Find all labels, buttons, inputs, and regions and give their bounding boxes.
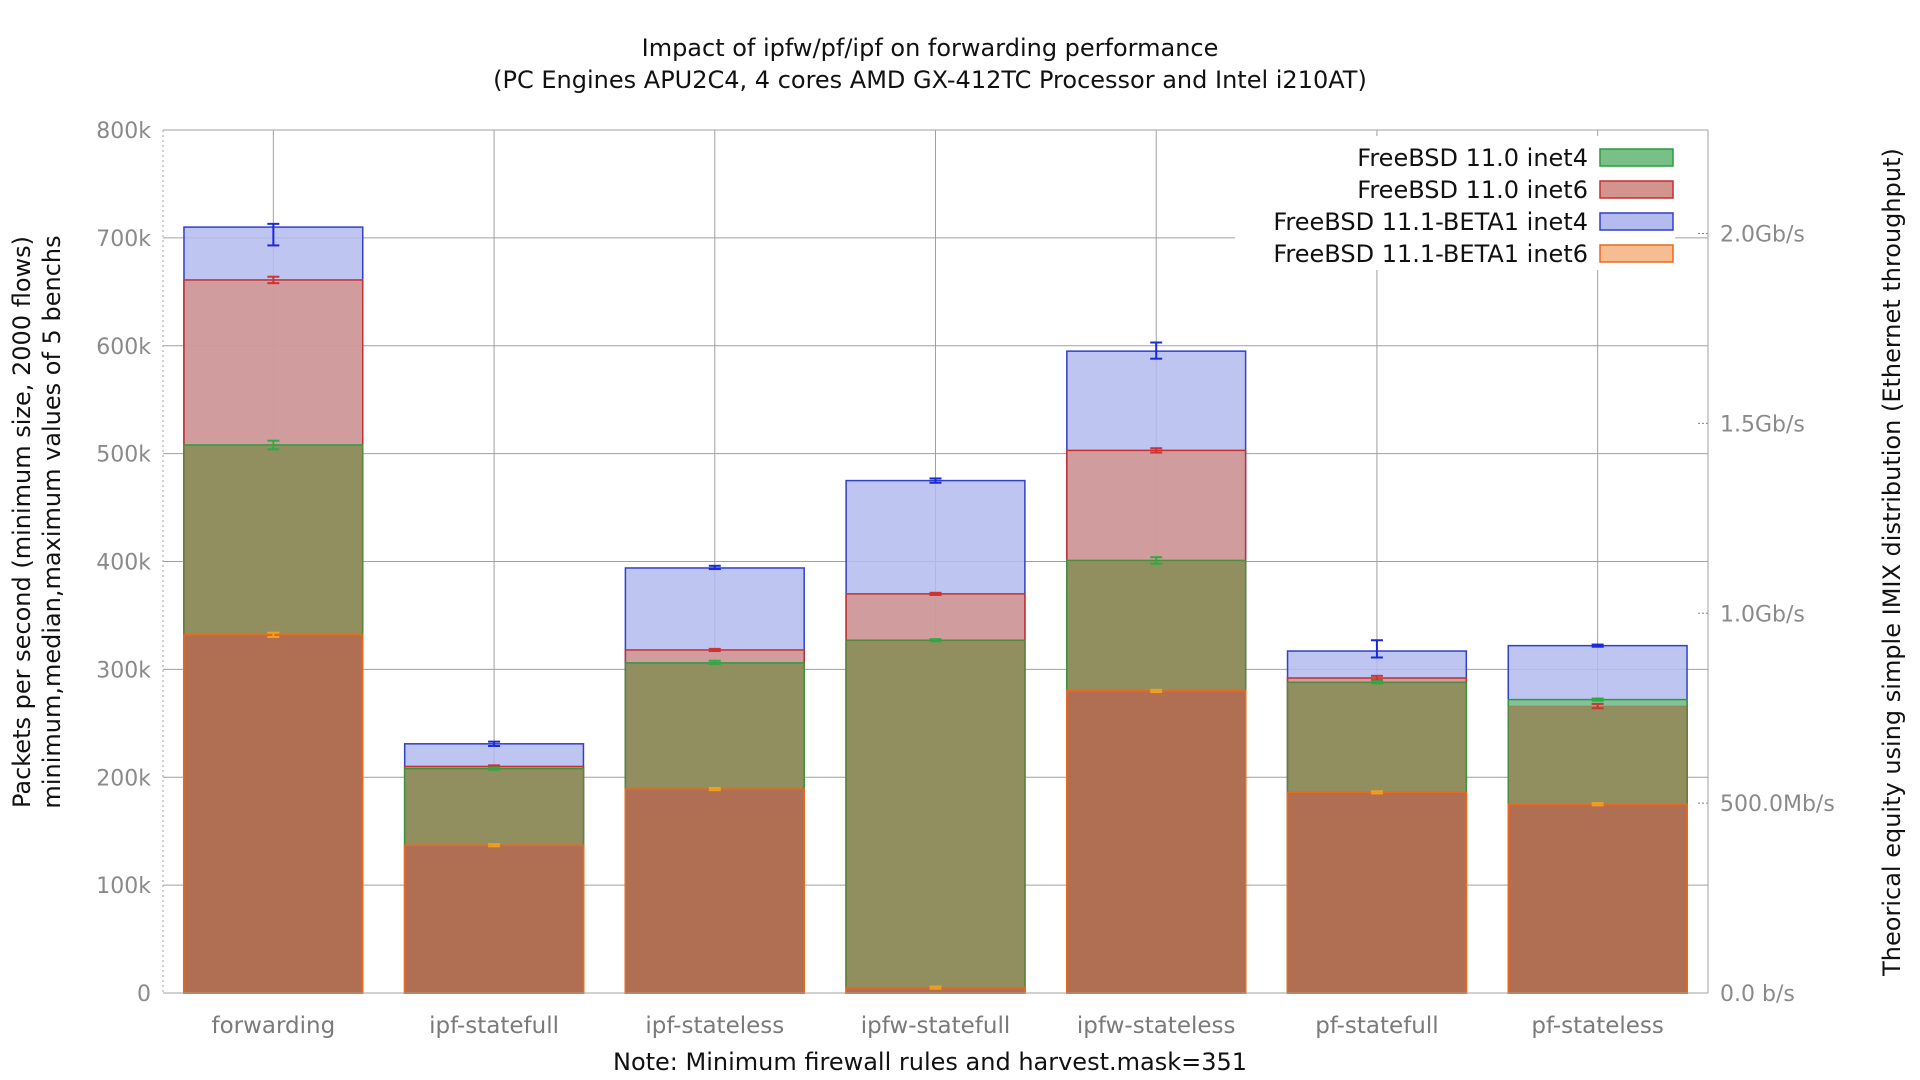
bar bbox=[624, 788, 805, 994]
legend-swatch bbox=[1599, 244, 1674, 263]
y-tick-label: 400k bbox=[96, 551, 151, 576]
legend-swatch bbox=[1599, 212, 1674, 231]
y-tick-label: 300k bbox=[96, 658, 151, 683]
bars-layer bbox=[183, 222, 1688, 994]
chart-subtitle: (PC Engines APU2C4, 4 cores AMD GX-412TC… bbox=[493, 66, 1367, 94]
chart-note: Note: Minimum firewall rules and harvest… bbox=[613, 1048, 1247, 1076]
y2-tick-label: 0.0 b/s bbox=[1720, 982, 1795, 1007]
y-tick-label: 500k bbox=[96, 443, 151, 468]
legend-label: FreeBSD 11.1-BETA1 inet6 bbox=[1273, 240, 1588, 268]
legend-label: FreeBSD 11.1-BETA1 inet4 bbox=[1273, 208, 1588, 236]
bar bbox=[1066, 690, 1247, 994]
axis-layer: 0 100k 200k 300k 400k 500k 600k 700k 800k forward… bbox=[96, 119, 1835, 1039]
y2-tick-label: 500.0Mb/s bbox=[1720, 792, 1835, 817]
y-tick-label: 100k bbox=[96, 874, 151, 899]
y2-tick-label: 2.0Gb/s bbox=[1720, 223, 1805, 248]
bar bbox=[1286, 791, 1468, 994]
y-tick-label: 700k bbox=[96, 227, 151, 252]
legend-swatch bbox=[1599, 180, 1674, 199]
y2-tick-label: 1.0Gb/s bbox=[1720, 602, 1805, 627]
x-tick-label: pf-statefull bbox=[1315, 1013, 1438, 1039]
y2-axis-title: Theorical equity using simple IMIX distr… bbox=[1878, 148, 1906, 977]
legend: FreeBSD 11.0 inet4 FreeBSD 11.0 inet6 Free… bbox=[1235, 136, 1675, 270]
bar bbox=[403, 844, 585, 994]
bar-overlap-tint bbox=[846, 640, 1025, 993]
y-tick-label: 0 bbox=[137, 982, 151, 1007]
legend-label: FreeBSD 11.0 inet6 bbox=[1357, 176, 1588, 204]
bar bbox=[183, 634, 364, 994]
legend-label: FreeBSD 11.0 inet4 bbox=[1357, 144, 1588, 172]
x-tick-label: ipfw-stateless bbox=[1077, 1013, 1236, 1039]
legend-swatch bbox=[1599, 148, 1674, 167]
x-tick-label: ipf-statefull bbox=[429, 1013, 559, 1039]
y-axis-title-line2: minimum,median,maximum values of 5 bench… bbox=[38, 235, 66, 808]
y-tick-label: 200k bbox=[96, 766, 151, 791]
x-tick-label: pf-stateless bbox=[1531, 1013, 1664, 1039]
bar bbox=[1507, 803, 1688, 994]
y-tick-label: 600k bbox=[96, 335, 151, 360]
labels-layer: Impact of ipfw/pf/ipf on forwarding perf… bbox=[8, 34, 1906, 1076]
y-tick-label: 800k bbox=[96, 119, 151, 144]
x-tick-label: ipf-stateless bbox=[645, 1013, 784, 1039]
y-axis-title-line1: Packets per second (minimum size, 2000 f… bbox=[8, 236, 36, 808]
chart-title: Impact of ipfw/pf/ipf on forwarding perf… bbox=[642, 34, 1219, 62]
x-tick-label: ipfw-statefull bbox=[861, 1013, 1011, 1039]
y2-tick-label: 1.5Gb/s bbox=[1720, 412, 1805, 437]
x-tick-label: forwarding bbox=[211, 1013, 335, 1039]
